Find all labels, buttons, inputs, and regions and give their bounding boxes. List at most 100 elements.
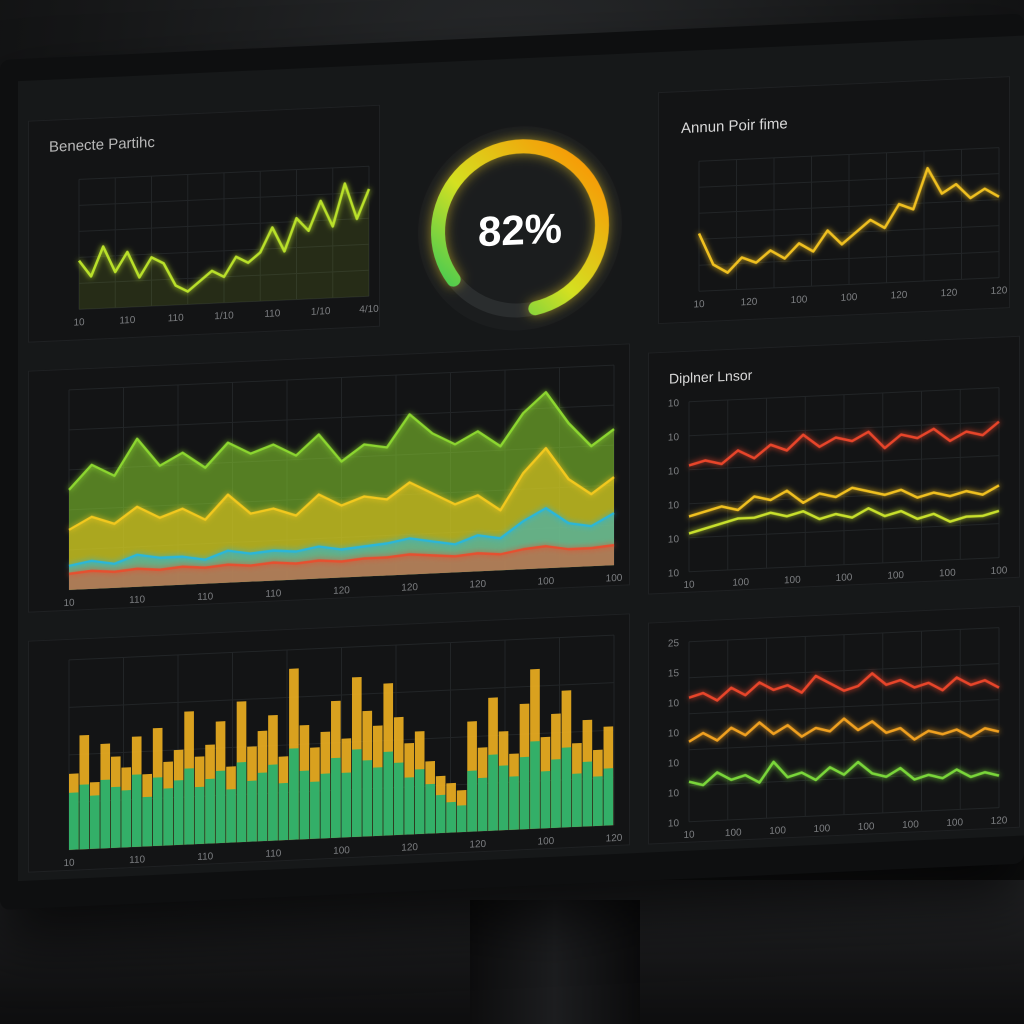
x-tick-label: 120 — [606, 833, 623, 845]
grid-line — [689, 735, 999, 751]
panel-top-left: Benecte Partihc 10 110 110 1/10 110 1/10 4/10 — [28, 104, 380, 343]
y-tick-label: 10 — [668, 728, 680, 740]
area-line-3 — [68, 543, 615, 576]
bar-1-42 — [509, 776, 519, 830]
x-tick-label: 10 — [683, 829, 695, 841]
grid-line — [699, 173, 999, 188]
grid-line — [689, 489, 999, 505]
series-line-0 — [688, 420, 1000, 467]
bar-1-15 — [226, 789, 236, 843]
bar-1-16 — [236, 762, 247, 843]
y-tick-label: 10 — [668, 466, 680, 478]
bar-chart-bottom-left: 10 110 110 110 100 120 120 100 120 — [63, 634, 623, 869]
x-tick-label: 110 — [265, 588, 281, 600]
x-tick-label: 110 — [197, 591, 213, 603]
x-tick-label: 100 — [939, 568, 956, 580]
x-tick-label: 10 — [73, 317, 85, 329]
bar-1-33 — [414, 769, 425, 835]
panel-title: Benecte Partihc — [49, 133, 155, 156]
bar-1-13 — [205, 778, 215, 844]
bar-1-47 — [561, 747, 572, 828]
x-tick-label: 110 — [168, 313, 184, 325]
x-tick-label: 100 — [333, 845, 350, 857]
grid-line — [699, 225, 999, 240]
bar-1-46 — [551, 759, 561, 828]
bar-1-5 — [121, 790, 132, 848]
panel-top-right: Annun Poir fime 10 120 100 100 120 120 120 — [658, 76, 1010, 325]
x-tick-label: 100 — [606, 573, 623, 585]
gauge-ring: 82% — [418, 126, 622, 331]
bar-1-34 — [425, 783, 435, 834]
x-tick-label: 120 — [741, 297, 758, 309]
x-tick-label: 10 — [683, 579, 695, 591]
gauge-backplate — [418, 126, 622, 331]
x-tick-label: 110 — [119, 315, 135, 327]
grid-line — [689, 663, 999, 679]
grid-line — [689, 387, 999, 403]
grid-line — [699, 277, 999, 292]
gauge-value-arc — [431, 139, 610, 316]
series-line-0 — [688, 672, 1000, 702]
y-tick-label: 10 — [668, 758, 680, 770]
x-tick-label: 100 — [725, 827, 742, 839]
x-tick-label: 120 — [941, 288, 958, 300]
x-tick-label: 120 — [469, 579, 486, 591]
x-tick-label: 1/10 — [311, 306, 331, 318]
bar-1-27 — [351, 749, 362, 838]
bar-1-30 — [383, 751, 394, 836]
x-tick-label: 120 — [333, 585, 350, 597]
panel-mid-right: Diplner Lnsor 10 100 100 100 100 100 100 10 10 10… — [648, 335, 1020, 595]
grid-line — [69, 634, 614, 661]
x-tick-label: 120 — [991, 285, 1008, 297]
area-line-1 — [68, 447, 615, 531]
area-fill-3 — [69, 545, 614, 590]
bar-1-0 — [69, 792, 79, 850]
x-tick-label: 100 — [841, 292, 858, 304]
bar-1-14 — [215, 770, 226, 844]
x-tick-label: 120 — [469, 839, 486, 851]
series-line-0 — [77, 182, 371, 293]
monitor-bezel: Benecte Partihc 10 110 110 1/10 110 1/10 4/10 … — [0, 13, 1024, 911]
x-tick-label: 100 — [732, 577, 749, 589]
bar-1-12 — [194, 786, 205, 845]
bar-1-29 — [372, 767, 383, 837]
y-tick-label: 15 — [668, 668, 680, 680]
x-tick-label: 110 — [197, 851, 213, 863]
bar-1-45 — [540, 771, 551, 829]
bar-1-7 — [142, 796, 153, 847]
x-tick-label: 10 — [63, 858, 75, 870]
grid-line — [689, 699, 999, 715]
grid-line — [79, 165, 369, 180]
bar-1-21 — [289, 748, 299, 840]
panel-title: Diplner Lnsor — [669, 366, 753, 387]
grid-line — [79, 243, 369, 258]
series-line-0 — [697, 166, 1000, 274]
bar-1-23 — [310, 781, 320, 839]
bar-1-22 — [299, 770, 310, 840]
x-tick-label: 10 — [693, 299, 705, 311]
x-tick-label: 120 — [991, 815, 1008, 827]
bar-1-11 — [184, 768, 194, 845]
grid-line — [689, 455, 999, 471]
grid-line — [699, 251, 999, 266]
bar-1-10 — [173, 780, 184, 846]
bar-1-32 — [404, 777, 415, 835]
x-tick-label: 120 — [891, 290, 908, 302]
x-tick-label: 100 — [991, 565, 1008, 577]
y-tick-label: 10 — [668, 788, 680, 800]
grid-line — [689, 523, 999, 539]
series-line-1 — [688, 484, 1000, 518]
grid-line — [69, 682, 614, 708]
gauge-widget: 82% — [410, 113, 630, 343]
grid-line — [699, 199, 999, 214]
x-tick-label: 100 — [791, 294, 808, 306]
gauge-value-text: 82% — [478, 204, 562, 255]
bar-1-36 — [446, 801, 456, 833]
panel-bottom-right: 10 100 100 100 100 100 100 120 25 15 10 10 10 10 10 — [648, 605, 1020, 845]
x-tick-label: 110 — [129, 594, 145, 606]
grid-line — [689, 557, 999, 573]
bar-1-8 — [152, 777, 163, 847]
line-chart-top-right: 10 120 100 100 120 120 120 — [693, 147, 1008, 311]
bar-1-50 — [593, 776, 603, 827]
x-tick-label: 100 — [814, 823, 831, 835]
